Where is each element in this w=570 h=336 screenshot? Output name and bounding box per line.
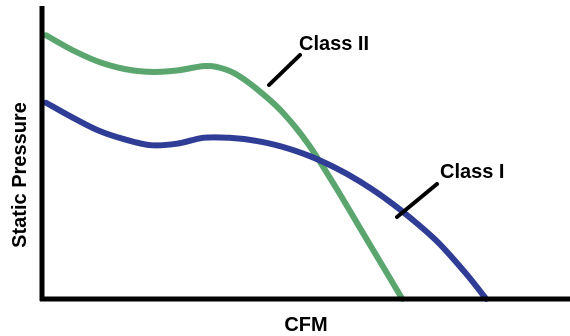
callout-leader-class-ii xyxy=(267,53,302,87)
series-line-class-i xyxy=(43,99,490,302)
series-line-class-ii xyxy=(43,32,406,302)
x-axis-title: CFM xyxy=(284,314,327,336)
callout-label-class-i: Class I xyxy=(440,161,504,183)
callout-label-class-ii: Class II xyxy=(299,33,369,55)
y-axis-title: Static Pressure xyxy=(9,102,31,248)
callout-leader-class-i xyxy=(395,182,439,219)
